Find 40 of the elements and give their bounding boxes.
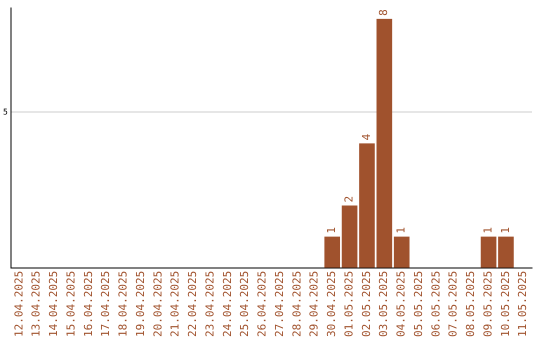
data-label: 8 bbox=[377, 9, 390, 16]
x-tick-label: 02.05.2025 bbox=[360, 270, 373, 338]
x-tick-label: 17.04.2025 bbox=[99, 270, 112, 338]
x-tick-label: 25.04.2025 bbox=[238, 270, 252, 338]
x-tick-label: 22.04.2025 bbox=[186, 270, 200, 338]
x-tick-label: 09.05.2025 bbox=[481, 270, 494, 338]
x-tick-label: 26.04.2025 bbox=[256, 270, 269, 338]
x-tick-label: 24.04.2025 bbox=[220, 270, 234, 338]
x-tick-label: 01.05.2025 bbox=[342, 270, 356, 338]
x-tick-label: 07.05.2025 bbox=[446, 270, 460, 338]
x-tick-label: 20.04.2025 bbox=[151, 270, 164, 338]
y-tick-label: 5 bbox=[2, 107, 8, 116]
x-tick-label: 15.04.2025 bbox=[64, 270, 78, 338]
data-label: 1 bbox=[481, 227, 494, 234]
x-tick-label: 30.04.2025 bbox=[325, 270, 338, 338]
data-label: 2 bbox=[342, 196, 356, 203]
x-tick-label: 04.05.2025 bbox=[394, 270, 408, 338]
x-tick-label: 11.05.2025 bbox=[516, 270, 530, 338]
x-tick-label: 21.04.2025 bbox=[168, 270, 182, 338]
x-tick-label: 08.05.2025 bbox=[464, 270, 478, 338]
x-tick-label: 12.04.2025 bbox=[12, 270, 26, 338]
x-tick-label: 16.04.2025 bbox=[82, 270, 95, 338]
x-tick-label: 27.04.2025 bbox=[272, 270, 286, 338]
x-tick-label: 13.04.2025 bbox=[30, 270, 43, 338]
x-tick-label: 23.04.2025 bbox=[203, 270, 216, 338]
data-label: 1 bbox=[394, 227, 408, 234]
x-tick-label: 03.05.2025 bbox=[377, 270, 390, 338]
data-label: 1 bbox=[325, 227, 338, 234]
x-tick-label: 06.05.2025 bbox=[429, 270, 442, 338]
bar bbox=[324, 236, 340, 268]
bar bbox=[394, 236, 410, 268]
x-tick-label: 28.04.2025 bbox=[290, 270, 304, 338]
x-tick-label: 05.05.2025 bbox=[412, 270, 425, 338]
x-tick-label: 19.04.2025 bbox=[134, 270, 147, 338]
data-label: 1 bbox=[498, 227, 512, 234]
data-label: 4 bbox=[360, 133, 373, 140]
x-tick-label: 14.04.2025 bbox=[47, 270, 60, 338]
x-tick-label: 18.04.2025 bbox=[116, 270, 130, 338]
x-tick-label: 10.05.2025 bbox=[498, 270, 512, 338]
x-tick-label: 29.04.2025 bbox=[308, 270, 321, 338]
